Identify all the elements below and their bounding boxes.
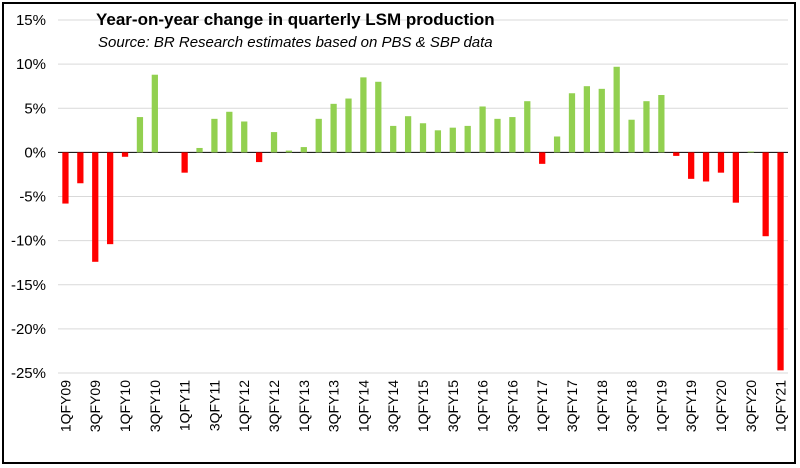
bar-3QFY12 (270, 132, 278, 153)
bar-1QFY13 (300, 147, 307, 153)
x-tick-label: 3QFY19 (683, 380, 699, 432)
bar-1QFY16 (479, 106, 486, 153)
bar-1QFY20 (717, 152, 725, 173)
bar-3QFY10 (151, 74, 158, 153)
x-tick-label: 1QFY17 (534, 380, 550, 432)
bar-1QFY11 (181, 152, 188, 173)
y-tick-label: 10% (16, 56, 46, 73)
x-tick-label: 3QFY11 (206, 380, 222, 431)
bar-4QFY17 (583, 86, 591, 153)
bar-4QFY16 (524, 101, 531, 153)
bar-4QFY09 (107, 152, 114, 245)
bar-4QFY11 (226, 111, 233, 153)
y-tick-label: 15% (16, 12, 46, 29)
x-tick-label: 3QFY13 (326, 380, 342, 432)
y-tick-label: 0% (24, 144, 46, 161)
bar-2QFY16 (494, 118, 501, 153)
chart-subtitle: Source: BR Research estimates based on P… (98, 34, 493, 51)
bar-2QFY17 (553, 136, 561, 153)
x-tick-label: 3QFY12 (266, 380, 282, 432)
bar-2QFY20 (732, 152, 739, 203)
bar-3QFY14 (390, 125, 397, 153)
x-tick-label: 3QFY15 (445, 380, 461, 432)
bar-1QFY21 (777, 152, 784, 371)
bar-1QFY17 (539, 152, 546, 164)
chart-title: Year-on-year change in quarterly LSM pro… (96, 10, 495, 29)
x-tick-label: 1QFY13 (296, 380, 312, 432)
x-tick-label: 1QFY16 (475, 380, 491, 432)
x-tick-label: 1QFY20 (713, 380, 729, 432)
y-tick-label: -5% (19, 189, 46, 206)
bar-1QFY14 (360, 77, 367, 153)
bar-4QFY14 (404, 116, 412, 153)
y-tick-label: -20% (11, 321, 46, 338)
bar-4QFY20 (762, 152, 769, 237)
bar-3QFY15 (449, 127, 456, 153)
y-tick-label: -10% (11, 233, 46, 250)
x-tick-label: 1QFY21 (773, 380, 789, 432)
bar-2QFY19 (673, 152, 680, 156)
bar-2QFY14 (375, 81, 382, 153)
bar-4QFY12 (285, 150, 293, 153)
bar-3QFY11 (211, 118, 218, 153)
gridlines (58, 19, 788, 374)
x-tick-label: 3QFY18 (624, 380, 640, 432)
y-tick-label: 5% (24, 100, 46, 117)
bar-3QFY18 (628, 119, 635, 153)
bar-2QFY15 (434, 130, 442, 153)
bar-3QFY17 (568, 93, 576, 153)
x-tick-label: 1QFY15 (415, 380, 431, 432)
bar-3QFY19 (688, 152, 695, 179)
bar-4QFY18 (643, 101, 650, 153)
bar-1QFY19 (658, 95, 665, 153)
bar-1QFY09 (62, 152, 69, 204)
x-tick-label: 1QFY11 (177, 380, 193, 431)
bar-3QFY13 (330, 103, 337, 153)
x-tick-label: 3QFY14 (385, 380, 401, 432)
x-tick-label: 1QFY12 (236, 380, 252, 432)
x-tick-label: 1QFY14 (355, 380, 371, 432)
bar-2QFY18 (613, 66, 620, 153)
bar-1QFY15 (419, 123, 427, 153)
bar-4QFY15 (464, 125, 471, 153)
y-tick-label: -25% (11, 365, 46, 382)
x-tick-label: 3QFY16 (504, 380, 520, 432)
x-tick-label: 1QFY09 (57, 380, 73, 432)
bar-1QFY18 (598, 88, 605, 153)
bar-2QFY13 (315, 118, 322, 153)
x-tick-label: 3QFY17 (564, 380, 580, 432)
bar-1QFY10 (121, 152, 129, 157)
bar-3QFY09 (92, 152, 99, 262)
y-axis: 15% 10% 5% 0% -5% -10% -15% -20% -25% (11, 12, 46, 382)
bar-1QFY12 (241, 121, 248, 153)
bar-3QFY16 (509, 117, 516, 153)
x-tick-label: 1QFY19 (653, 380, 669, 432)
x-tick-label: 1QFY18 (594, 380, 610, 432)
bar-2QFY09 (77, 152, 84, 184)
x-axis: 1QFY09 3QFY09 1QFY10 3QFY10 1QFY11 3QFY11 1QFY… (57, 380, 788, 432)
x-tick-label: 3QFY09 (87, 380, 103, 432)
x-tick-label: 3QFY20 (743, 380, 759, 432)
bar-4QFY19 (702, 152, 710, 182)
bar-4QFY13 (345, 98, 352, 153)
bar-2QFY10 (136, 117, 144, 153)
bar-2QFY12 (255, 152, 263, 163)
bar-3QFY20 (747, 151, 754, 153)
chart-frame (2, 2, 796, 464)
x-tick-label: 1QFY10 (117, 380, 133, 432)
x-tick-label: 3QFY10 (147, 380, 163, 432)
bars (62, 66, 784, 371)
bar-2QFY11 (196, 147, 203, 153)
y-tick-label: -15% (11, 277, 46, 294)
